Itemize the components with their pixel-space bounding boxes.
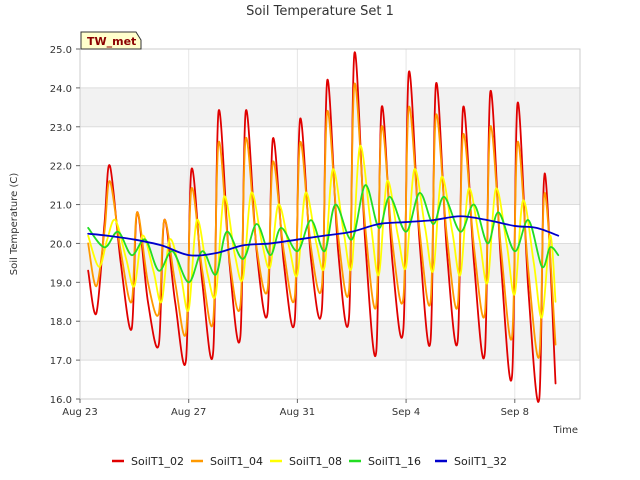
legend-item: SoilT1_02 [112,455,184,468]
x-axis-label: Time [553,425,578,436]
x-tick-label: Aug 23 [62,407,97,418]
legend-label: SoilT1_08 [289,455,342,468]
legend-item: SoilT1_04 [191,455,263,468]
station-tag-label: TW_met [87,35,136,48]
y-tick-label: 21.0 [50,201,72,212]
plot-area-frame [79,48,581,400]
station-tag-box [80,31,142,50]
background-band [80,49,580,88]
legend: SoilT1_02 SoilT1_04 SoilT1_08 SoilT1_16 Soil… [112,455,507,468]
background-band [80,360,580,399]
y-tick-label: 25.0 [50,45,72,56]
y-tick-label: 22.0 [50,162,72,173]
station-tag: TW_met [80,31,142,50]
legend-item: SoilT1_08 [270,455,342,468]
background-band [80,321,580,361]
background-band [80,243,580,283]
series-line-soilt1-08 [87,145,557,319]
legend-label: SoilT1_04 [210,455,263,468]
chart-title: Soil Temperature Set 1 [246,4,394,19]
x-tick-label: Sep 8 [501,407,529,418]
y-axis-label: Soil Temperature (C) [9,173,20,276]
x-tick-label: Aug 31 [280,407,315,418]
y-tick-label: 23.0 [50,123,72,134]
legend-label: SoilT1_32 [454,455,507,468]
x-axis-ticks: Aug 23 Aug 27 Aug 31 Sep 4 Sep 8 [62,399,529,418]
series-line-soilt1-16 [87,184,560,284]
x-tick-label: Sep 4 [392,407,420,418]
y-tick-label: 20.0 [50,239,72,250]
series-line-soilt1-04 [87,82,557,359]
series-line-soilt1-02 [87,51,557,403]
series-layer [87,51,560,403]
y-tick-label: 16.0 [50,395,72,406]
legend-label: SoilT1_16 [368,455,421,468]
x-tick-label: Aug 27 [171,407,206,418]
legend-label: SoilT1_02 [131,455,184,468]
y-tick-label: 24.0 [50,84,72,95]
y-axis-ticks: 16.0 17.0 18.0 19.0 20.0 21.0 22.0 23.0 24.0 25.0 [50,45,80,406]
y-tick-label: 18.0 [50,317,72,328]
legend-item: SoilT1_16 [349,455,421,468]
legend-item: SoilT1_32 [435,455,507,468]
y-tick-label: 19.0 [50,278,72,289]
series-line-soilt1-32 [87,215,560,257]
y-tick-label: 17.0 [50,356,72,367]
